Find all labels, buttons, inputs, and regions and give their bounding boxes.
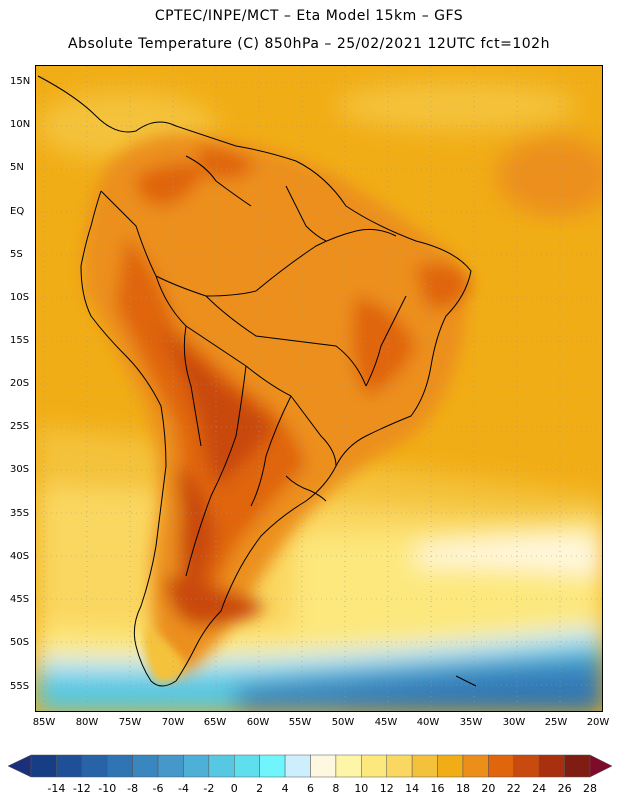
colorbar-tick-label: -8	[127, 782, 139, 795]
lat-label-20s: 20S	[10, 378, 30, 389]
colorbar-tick-label: 22	[506, 782, 521, 795]
colorbar-swatch	[30, 754, 57, 778]
colorbar-tick-label: 2	[256, 782, 264, 795]
colorbar-swatch	[335, 754, 362, 778]
colorbar-tick-label: 14	[405, 782, 420, 795]
colorbar-swatch	[538, 754, 565, 778]
colorbar-swatch	[488, 754, 515, 778]
colorbar-tick-label: 4	[281, 782, 289, 795]
lat-label-30s: 30S	[10, 464, 30, 475]
temperature-field	[36, 66, 602, 711]
lat-label-15s: 15S	[10, 335, 30, 346]
lat-label-35s: 35S	[10, 508, 30, 519]
colorbar-tick-label: 0	[230, 782, 238, 795]
colorbar-swatch	[183, 754, 210, 778]
colorbar-low-arrow	[7, 754, 32, 778]
colorbar-tick-label: -14	[47, 782, 66, 795]
lat-label-eq: EQ	[10, 206, 25, 217]
colorbar-swatch	[208, 754, 235, 778]
colorbar-tick-label: 26	[557, 782, 572, 795]
colorbar-swatch	[56, 754, 83, 778]
lon-label-70w: 70W	[161, 717, 185, 728]
temperature-colorbar	[7, 754, 613, 778]
colorbar-high-arrow	[589, 754, 613, 778]
lon-label-30w: 30W	[502, 717, 526, 728]
lon-label-85w: 85W	[32, 717, 56, 728]
colorbar-swatch	[234, 754, 260, 778]
colorbar-swatch	[386, 754, 413, 778]
colorbar-swatch	[259, 754, 286, 778]
lat-label-5n: 5N	[10, 162, 24, 173]
lon-label-65w: 65W	[203, 717, 227, 728]
lon-label-25w: 25W	[544, 717, 568, 728]
colorbar-tick-label: 10	[354, 782, 369, 795]
coastline-borders	[37, 75, 477, 687]
lon-label-75w: 75W	[118, 717, 142, 728]
lat-label-45s: 45S	[10, 594, 30, 605]
colorbar-swatch	[106, 754, 133, 778]
lat-label-15n: 15N	[10, 76, 31, 87]
colorbar-swatch	[437, 754, 464, 778]
colorbar-tick-label: -12	[72, 782, 91, 795]
lat-label-55s: 55S	[10, 681, 30, 692]
colorbar-tick-label: 20	[481, 782, 496, 795]
colorbar-tick-label: 18	[455, 782, 470, 795]
colorbar-swatch	[310, 754, 337, 778]
map-title-line1: CPTEC/INPE/MCT – Eta Model 15km – GFS	[154, 8, 464, 24]
lon-label-80w: 80W	[75, 717, 99, 728]
lon-label-55w: 55W	[288, 717, 312, 728]
colorbar-swatch	[132, 754, 159, 778]
colorbar-tick-label: -2	[203, 782, 215, 795]
lat-label-25s: 25S	[10, 421, 30, 432]
lat-label-40s: 40S	[10, 551, 30, 562]
colorbar-swatch	[564, 754, 591, 778]
lat-label-10n: 10N	[10, 119, 31, 130]
lon-label-40w: 40W	[416, 717, 440, 728]
lon-label-35w: 35W	[459, 717, 483, 728]
lon-label-50w: 50W	[331, 717, 355, 728]
lat-label-50s: 50S	[10, 637, 30, 648]
colorbar-swatch	[361, 754, 387, 778]
lon-label-45w: 45W	[374, 717, 398, 728]
colorbar-tick-label: -6	[152, 782, 164, 795]
colorbar-swatch	[462, 754, 489, 778]
colorbar-swatch	[411, 754, 438, 778]
colorbar-tick-label: 28	[583, 782, 597, 795]
lon-label-60w: 60W	[246, 717, 270, 728]
colorbar-swatch	[157, 754, 184, 778]
colorbar-tick-label: 16	[430, 782, 445, 795]
lat-label-5s: 5S	[10, 249, 23, 260]
colorbar-swatch	[81, 754, 108, 778]
colorbar-tick-label: 8	[332, 782, 340, 795]
colorbar-swatch	[513, 754, 540, 778]
lon-label-20w: 20W	[586, 717, 610, 728]
colorbar-tick-label: -4	[177, 782, 189, 795]
colorbar-tick-label: -10	[98, 782, 117, 795]
colorbar-swatch	[284, 754, 311, 778]
colorbar-tick-label: 24	[532, 782, 547, 795]
map-title-line2: Absolute Temperature (C) 850hPa – 25/02/…	[68, 36, 550, 52]
colorbar-tick-label: 12	[379, 782, 394, 795]
temperature-map[interactable]	[35, 65, 603, 712]
colorbar-tick-label: 6	[307, 782, 314, 795]
lat-label-10s: 10S	[10, 292, 30, 303]
